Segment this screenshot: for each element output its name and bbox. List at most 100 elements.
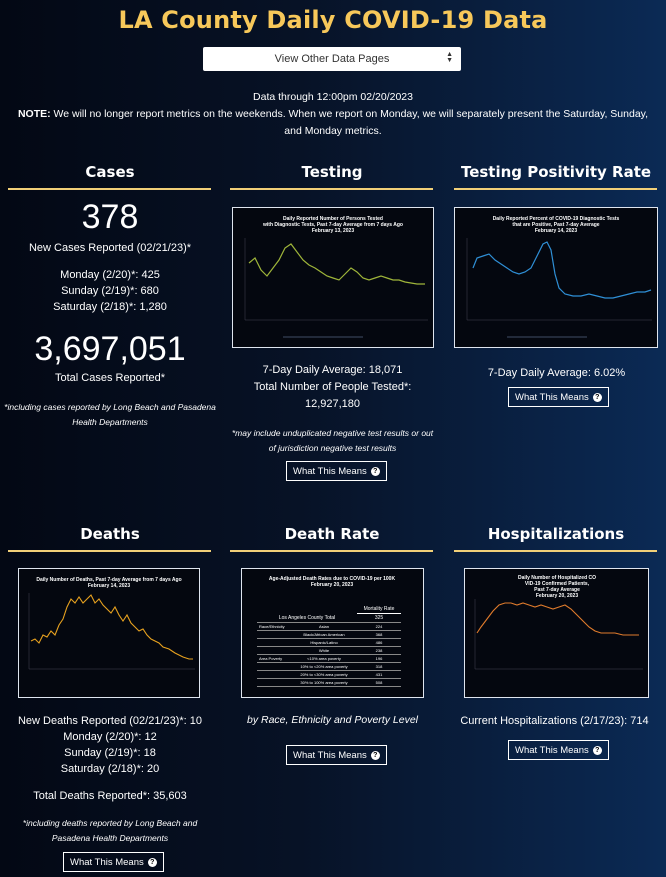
deaths-footnote-line1: *including deaths reported by Long Beach… — [22, 818, 198, 828]
testing-footnote-line2: of jurisdiction negative test results — [268, 443, 397, 453]
positivity-series-line — [472, 241, 652, 299]
death-rate-group — [257, 662, 291, 671]
cases-saturday: Saturday (2/18)*: 1,280 — [53, 301, 167, 313]
positivity-button-label: What This Means — [515, 391, 589, 403]
positivity-chart-title-3: February 14, 2023 — [535, 228, 577, 234]
death-rate-value: 318 — [357, 662, 401, 671]
note-text: We will no longer report metrics on the … — [50, 108, 649, 120]
deaths-footnote-line2: Pasadena Health Departments — [51, 833, 169, 843]
death-rate-value: 431 — [357, 670, 401, 679]
question-circle-icon: ? — [147, 857, 157, 867]
positivity-chart-title-1: Daily Reported Percent of COVID-19 Diagn… — [493, 216, 620, 222]
death-rate-group — [257, 638, 291, 647]
hospitalizations-heading: Hospitalizations — [487, 525, 625, 543]
testing-what-this-means-button[interactable]: What This Means? — [286, 461, 387, 481]
new-cases-value: 378 — [81, 198, 139, 236]
cases-footnote-line1: *including cases reported by Long Beach … — [4, 402, 216, 412]
testing-chart-title-1: Daily Reported Number of Persons Tested — [283, 216, 383, 222]
question-circle-icon: ? — [370, 466, 380, 476]
question-circle-icon: ? — [592, 392, 602, 402]
death-rate-table: Mortality Rate Los Angeles County Total 3… — [257, 605, 401, 687]
sort-arrows-icon: ▲ ▼ — [446, 51, 453, 64]
question-circle-icon: ? — [370, 750, 380, 760]
death-rate-table-row: Black/African American 368 — [257, 630, 401, 639]
death-rate-table-row: 10% to <20% area poverty 318 — [257, 662, 401, 671]
page-title: LA County Daily COVID-19 Data — [118, 6, 548, 34]
data-through: Data through 12:00pm 02/20/2023 — [253, 91, 413, 103]
hosp-chart-title-2: VID-19 Confirmed Patients, — [525, 581, 590, 587]
death-rate-group — [257, 670, 291, 679]
death-rate-subgroup: Hispanic/Latino — [291, 638, 357, 647]
death-rate-group — [257, 678, 291, 687]
deaths-divider — [8, 550, 211, 552]
testing-chart-image[interactable]: Daily Reported Number of Persons Tested … — [232, 207, 434, 348]
death-rate-divider — [230, 550, 433, 552]
testing-footnote-line1: *may include unduplicated negative test … — [231, 428, 434, 438]
select-label: View Other Data Pages — [274, 53, 390, 65]
total-cases-label: Total Cases Reported* — [54, 372, 166, 384]
positivity-average: 7-Day Daily Average: 6.02% — [487, 367, 626, 379]
deaths-chart-title-1: Daily Number of Deaths, Past 7-day Avera… — [36, 577, 181, 583]
death-rate-group: Race/Ethnicity — [257, 622, 291, 631]
positivity-divider — [454, 188, 657, 190]
hosp-series-line — [476, 602, 639, 636]
hospitalizations-chart-image[interactable]: Daily Number of Hospitalized CO VID-19 C… — [464, 568, 649, 698]
death-rate-subgroup: <10% area poverty — [291, 654, 357, 663]
cases-footnote-line2: Health Departments — [72, 417, 148, 427]
note-label: NOTE: — [17, 108, 51, 120]
deaths-button-label: What This Means — [70, 856, 144, 868]
positivity-what-this-means-button[interactable]: What This Means? — [508, 387, 609, 407]
hospitalizations-divider — [454, 550, 657, 552]
death-rate-subgroup: White — [291, 646, 357, 655]
note-text-2: and Monday metrics. — [284, 125, 382, 137]
death-rate-group: Los Angeles County Total — [257, 613, 357, 623]
deaths-what-this-means-button[interactable]: What This Means? — [63, 852, 164, 872]
death-rate-value: 325 — [357, 613, 401, 623]
testing-footnote: *may include unduplicated negative test … — [225, 426, 440, 456]
death-rate-subgroup: 10% to <20% area poverty — [291, 662, 357, 671]
positivity-heading: Testing Positivity Rate — [460, 163, 652, 181]
testing-divider — [230, 188, 433, 190]
death-rate-value: 224 — [357, 622, 401, 631]
death-rate-table-row: Los Angeles County Total 325 — [257, 613, 401, 623]
hosp-chart-title-1: Daily Number of Hospitalized CO — [518, 575, 596, 581]
deaths-footnote: *including deaths reported by Long Beach… — [0, 816, 220, 846]
testing-average: 7-Day Daily Average: 18,071 — [262, 364, 403, 376]
death-rate-caption: by Race, Ethnicity and Poverty Level — [246, 714, 418, 726]
deaths-chart-title-2: February 14, 2023 — [88, 583, 130, 589]
question-circle-icon: ? — [592, 745, 602, 755]
new-cases-label: New Cases Reported (02/21/23)* — [28, 242, 192, 254]
death-rate-group: Area Poverty — [257, 654, 291, 663]
hosp-chart-title-4: February 20, 2023 — [536, 593, 578, 599]
death-rate-table-row: 20% to <30% area poverty 431 — [257, 670, 401, 679]
death-rate-subgroup: 20% to <30% area poverty — [291, 670, 357, 679]
deaths-sunday: Sunday (2/19)*: 18 — [64, 747, 156, 759]
death-rate-title-2: February 20, 2023 — [311, 582, 353, 588]
death-rate-table-row: Area Poverty <10% area poverty 196 — [257, 654, 401, 663]
deaths-series-line — [30, 594, 193, 660]
cases-footnote: *including cases reported by Long Beach … — [0, 400, 220, 430]
deaths-heading: Deaths — [80, 525, 140, 543]
deaths-saturday: Saturday (2/18)*: 20 — [60, 763, 160, 775]
new-deaths: New Deaths Reported (02/21/23)*: 10 — [17, 715, 203, 727]
notice: Data through 12:00pm 02/20/2023 NOTE: We… — [0, 89, 666, 140]
death-rate-value: 368 — [357, 630, 401, 639]
testing-chart-title-2: with Diagnostic Tests, Past 7-day Averag… — [262, 222, 403, 228]
death-rate-table-row: Race/Ethnicity Asian 224 — [257, 622, 401, 631]
death-rate-what-this-means-button[interactable]: What This Means? — [286, 745, 387, 765]
data-pages-select[interactable]: View Other Data Pages ▲ ▼ — [203, 47, 461, 71]
cases-sunday: Sunday (2/19)*: 680 — [61, 285, 159, 297]
testing-button-label: What This Means — [293, 465, 367, 477]
death-rate-subgroup: 30% to 100% area poverty — [291, 678, 357, 687]
deaths-monday: Monday (2/20)*: 12 — [63, 731, 157, 743]
cases-heading: Cases — [85, 163, 135, 181]
death-rate-value: 238 — [357, 646, 401, 655]
positivity-chart-image[interactable]: Daily Reported Percent of COVID-19 Diagn… — [454, 207, 658, 348]
death-rate-group — [257, 646, 291, 655]
testing-heading: Testing — [301, 163, 363, 181]
cases-divider — [8, 188, 211, 190]
hospitalizations-what-this-means-button[interactable]: What This Means? — [508, 740, 609, 760]
deaths-chart-image[interactable]: Daily Number of Deaths, Past 7-day Avera… — [18, 568, 200, 698]
total-deaths: Total Deaths Reported*: 35,603 — [33, 790, 187, 802]
death-rate-subgroup: Asian — [291, 622, 357, 631]
